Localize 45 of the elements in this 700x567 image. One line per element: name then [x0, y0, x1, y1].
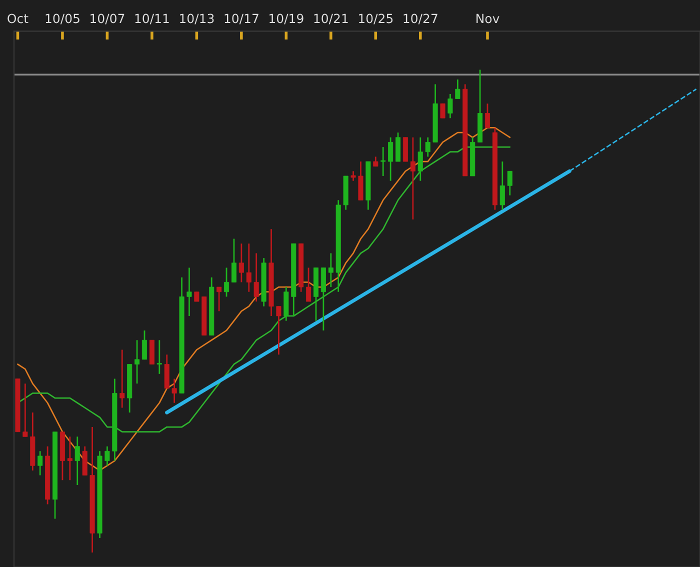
candlestick	[246, 242, 252, 293]
x-tick-label: 10/11	[135, 14, 169, 24]
candlestick	[440, 102, 446, 119]
candlestick	[507, 170, 512, 196]
candlestick	[38, 450, 43, 476]
candlestick	[194, 291, 200, 302]
candlestick	[380, 146, 386, 177]
candlestick	[67, 436, 72, 481]
candlestick	[172, 378, 177, 404]
candlestick	[448, 93, 453, 119]
x-tick-label: 10/13	[180, 14, 214, 24]
candlestick	[238, 242, 244, 283]
candlestick	[276, 306, 282, 356]
candlestick	[142, 330, 148, 360]
x-tick-label: 10/25	[359, 14, 393, 24]
candlestick	[328, 252, 334, 288]
candlestick	[418, 136, 423, 182]
candlestick	[350, 170, 356, 182]
x-tick-label: Nov	[476, 14, 500, 24]
x-tick-label: 10/19	[270, 14, 304, 24]
candlestick	[156, 339, 162, 375]
candlestick	[455, 78, 460, 100]
candlestick	[388, 136, 394, 182]
candlestick	[186, 267, 192, 317]
candlestick	[134, 339, 140, 384]
x-tick-label: 10/17	[224, 14, 258, 24]
candlestick	[410, 136, 416, 220]
candlestick	[500, 160, 505, 210]
candlestick	[484, 102, 490, 128]
candlestick	[254, 252, 259, 302]
candlestick	[373, 156, 378, 168]
x-tick-label: 10/05	[46, 14, 80, 24]
x-tick-label: 10/27	[404, 14, 438, 24]
candlestick	[425, 136, 430, 158]
candlestick	[74, 436, 80, 486]
x-tick-label: 10/07	[90, 14, 124, 24]
candlestick	[216, 286, 222, 312]
x-tick-label: 10/21	[314, 14, 348, 24]
candlestick	[224, 267, 230, 298]
candlestick	[120, 349, 125, 408]
candlestick	[306, 267, 312, 302]
x-tick-label: Oct	[8, 14, 28, 24]
candlestick	[22, 382, 28, 438]
candlestick	[231, 238, 236, 283]
candlestick	[104, 446, 110, 466]
